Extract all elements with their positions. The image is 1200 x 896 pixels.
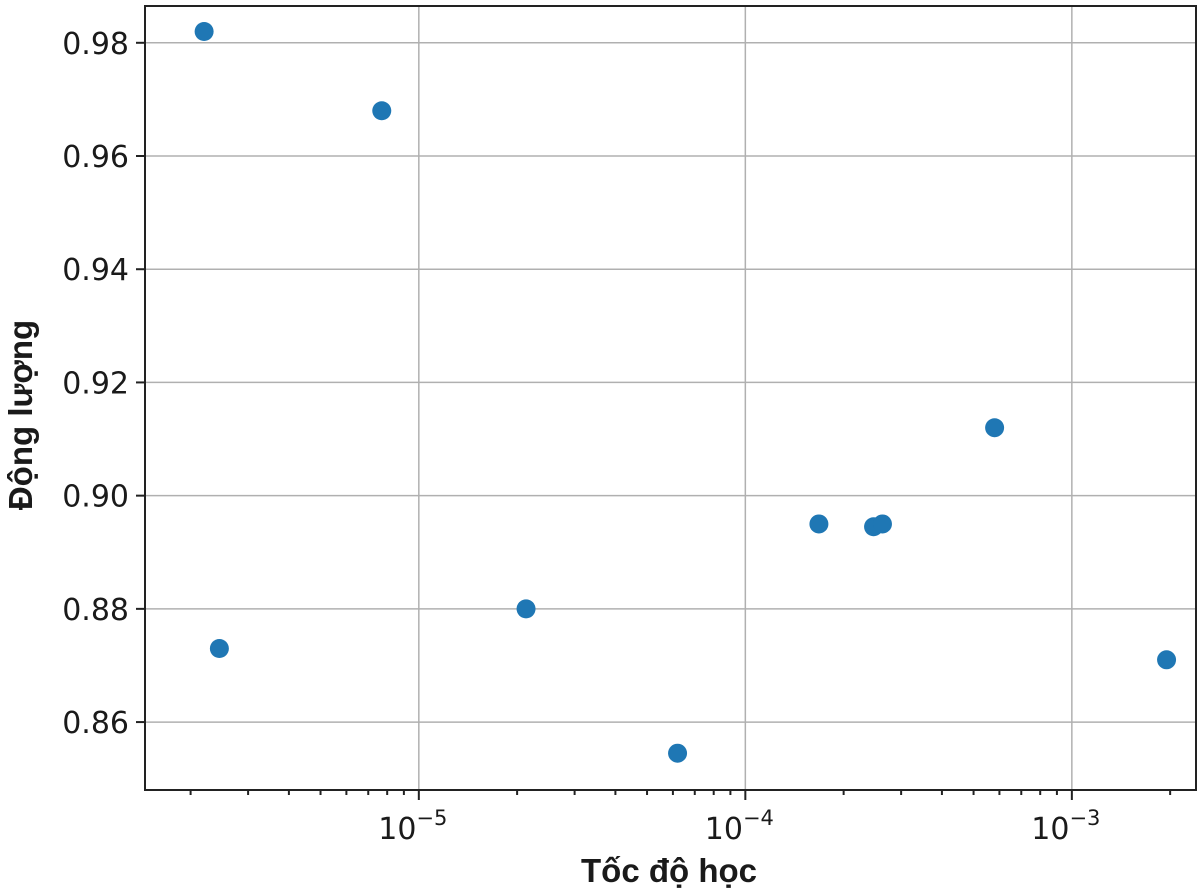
- x-tick-base: 10: [1031, 812, 1069, 847]
- x-axis-title: Tốc độ học: [581, 852, 757, 889]
- y-tick-label: 0.92: [62, 366, 129, 401]
- x-tick-exponent: −3: [1069, 806, 1100, 830]
- x-tick-label: 10−4: [705, 806, 774, 847]
- x-tick-label: 10−3: [1031, 806, 1100, 847]
- y-tick-label: 0.88: [62, 593, 129, 628]
- y-tick-label: 0.86: [62, 706, 129, 741]
- y-tick-label: 0.96: [62, 140, 129, 175]
- data-point: [372, 101, 392, 121]
- plot-frame: [144, 5, 1197, 791]
- data-point: [516, 599, 536, 619]
- data-point: [194, 21, 214, 41]
- y-tick-label: 0.94: [62, 253, 129, 288]
- x-tick-exponent: −5: [416, 806, 447, 830]
- data-point: [985, 418, 1005, 438]
- data-point: [1157, 650, 1177, 670]
- grid-layer: [145, 6, 1196, 790]
- y-tick-label: 0.90: [62, 480, 129, 515]
- y-tick-label: 0.98: [62, 27, 129, 62]
- data-point: [872, 514, 892, 534]
- data-point: [209, 638, 229, 658]
- ticks-layer: [136, 41, 1172, 800]
- data-point: [809, 514, 829, 534]
- x-tick-label: 10−5: [378, 806, 447, 847]
- points-layer: [194, 21, 1177, 763]
- x-tick-exponent: −4: [743, 806, 774, 830]
- y-axis-title: Động lượng: [2, 320, 39, 510]
- data-point: [668, 743, 688, 763]
- x-tick-base: 10: [705, 812, 743, 847]
- x-tick-base: 10: [378, 812, 416, 847]
